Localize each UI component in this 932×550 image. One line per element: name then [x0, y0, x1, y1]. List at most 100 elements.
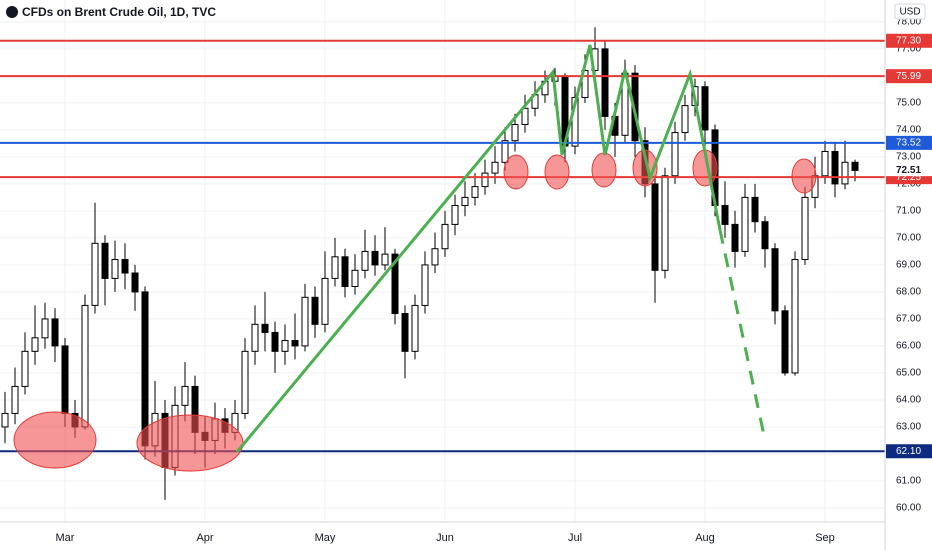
- x-tick-label: Mar: [56, 532, 75, 544]
- candle-body: [241, 350, 249, 414]
- candle-body: [721, 205, 729, 225]
- level-label: 73.52: [896, 137, 921, 148]
- candle-body: [371, 250, 379, 266]
- candle-body: [141, 291, 149, 447]
- x-tick-label: Apr: [196, 532, 213, 544]
- x-tick-label: Sep: [815, 532, 835, 544]
- y-tick-label: 70.00: [896, 233, 921, 244]
- y-tick-label: 71.00: [896, 206, 921, 217]
- candle-body: [701, 86, 709, 131]
- candle-body: [331, 256, 339, 279]
- ellipse: [544, 154, 570, 190]
- currency-box: [894, 3, 926, 20]
- candle-body: [841, 161, 849, 185]
- y-tick-label: 78.00: [896, 17, 921, 28]
- candle-body: [91, 242, 99, 306]
- candle-body: [131, 272, 139, 293]
- ellipse: [791, 158, 817, 194]
- candle-body: [361, 250, 369, 271]
- candle-body: [741, 196, 749, 252]
- level-label-box: [886, 444, 932, 459]
- y-tick-label: 69.00: [896, 260, 921, 271]
- candle-body: [801, 196, 809, 261]
- candle-body: [791, 259, 799, 374]
- price-axis: 60.0061.0062.0063.0064.0065.0066.0067.00…: [56, 17, 932, 544]
- candle-body: [481, 172, 489, 188]
- last-price: 72.51: [896, 165, 921, 176]
- ellipse: [591, 152, 617, 188]
- x-tick-label: May: [315, 532, 336, 544]
- y-tick-label: 64.00: [896, 395, 921, 406]
- y-tick-label: 63.00: [896, 422, 921, 433]
- candle-body: [341, 256, 349, 288]
- candle-body: [281, 340, 289, 352]
- y-tick-label: 73.00: [896, 152, 921, 163]
- candle-body: [411, 304, 419, 352]
- y-tick-label: 77.00: [896, 44, 921, 55]
- candle-body: [261, 323, 269, 333]
- candle-body: [291, 340, 299, 347]
- candle-body: [781, 310, 789, 374]
- candle-body: [451, 205, 459, 225]
- level-label-box: [886, 69, 932, 84]
- y-tick-label: 61.00: [896, 476, 921, 487]
- y-tick-label: 74.00: [896, 125, 921, 136]
- currency: USD: [899, 7, 920, 18]
- x-tick-label: Jun: [436, 532, 454, 544]
- candle-body: [601, 48, 609, 117]
- y-tick-label: 67.00: [896, 314, 921, 325]
- level-label: 72.25: [896, 172, 921, 183]
- candle-body: [111, 259, 119, 279]
- y-tick-label: 65.00: [896, 368, 921, 379]
- x-tick-label: Jul: [568, 532, 582, 544]
- candle-body: [101, 242, 109, 279]
- trend-line: [235, 44, 722, 453]
- candle-body: [831, 150, 839, 185]
- candle-body: [321, 277, 329, 325]
- candle-body: [651, 183, 659, 271]
- candle-body: [81, 304, 89, 428]
- candle-body: [511, 123, 519, 142]
- candle-body: [311, 296, 319, 325]
- ellipse: [13, 411, 97, 469]
- level-label-box: [886, 33, 932, 48]
- level-label: 75.99: [896, 71, 921, 82]
- candle-body: [351, 269, 359, 288]
- candle-body: [661, 175, 669, 271]
- level-label: 62.10: [896, 446, 921, 457]
- y-tick-label: 75.00: [896, 98, 921, 109]
- candle-body: [121, 259, 129, 274]
- candle-body: [251, 323, 259, 352]
- candle-body: [271, 331, 279, 352]
- y-tick-label: 66.00: [896, 341, 921, 352]
- x-tick-label: Aug: [695, 532, 715, 544]
- candle-body: [51, 318, 59, 347]
- projection-line: [718, 229, 767, 441]
- candle-body: [461, 196, 469, 207]
- candle-body: [11, 385, 19, 414]
- last-price-box: [886, 163, 932, 177]
- candle-body: [491, 161, 499, 174]
- candle-body: [471, 186, 479, 198]
- candle-body: [421, 264, 429, 306]
- candle-body: [671, 132, 679, 177]
- candle-body: [431, 248, 439, 266]
- candle-body: [501, 140, 509, 163]
- candle-body: [401, 313, 409, 352]
- annotations: [13, 44, 817, 472]
- candle-body: [681, 105, 689, 134]
- candle-body: [521, 107, 529, 125]
- level-label-box: [886, 135, 932, 150]
- candle-body: [731, 223, 739, 252]
- candle-body: [391, 253, 399, 315]
- chart-title: CFDs on Brent Crude Oil, 1D, TVC: [22, 5, 216, 19]
- candle-body: [21, 350, 29, 387]
- ellipse: [503, 154, 529, 190]
- ellipse: [136, 414, 244, 472]
- candle-body: [851, 161, 859, 171]
- candle-body: [751, 196, 759, 223]
- y-tick-label: 60.00: [896, 503, 921, 514]
- level-label: 77.30: [896, 35, 921, 46]
- candle-body: [821, 150, 829, 177]
